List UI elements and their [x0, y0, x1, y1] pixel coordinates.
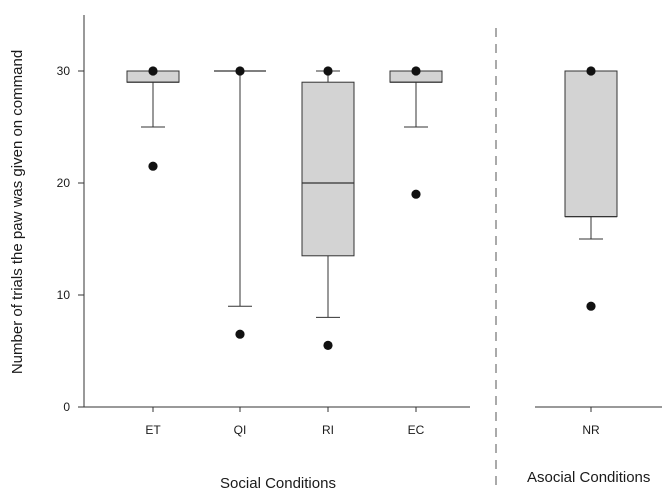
outlier-point — [235, 329, 245, 339]
box-group-qi — [214, 66, 266, 339]
group-label-asocial: Asocial Conditions — [527, 469, 650, 486]
axes: 0 10 20 30 ET QI RI EC NR — [57, 15, 662, 488]
y-tick-label: 30 — [57, 64, 71, 78]
outlier-point — [323, 340, 333, 350]
box-iqr — [301, 81, 355, 257]
outlier-point — [235, 66, 245, 76]
x-tick-label: ET — [145, 423, 161, 437]
y-tick-label: 10 — [57, 288, 71, 302]
box-iqr — [564, 70, 618, 218]
outlier-point — [586, 301, 596, 311]
x-tick-label: QI — [234, 423, 247, 437]
box-group-nr — [564, 66, 618, 311]
outlier-point — [148, 66, 158, 76]
outlier-point — [411, 189, 421, 199]
group-label-social: Social Conditions — [220, 475, 336, 492]
outlier-point — [586, 66, 596, 76]
x-tick-label: RI — [322, 423, 334, 437]
x-tick-label: EC — [408, 423, 425, 437]
outlier-point — [323, 66, 333, 76]
outlier-point — [411, 66, 421, 76]
box-group-et — [126, 66, 180, 171]
y-axis-label: Number of trials the paw was given on co… — [9, 50, 26, 374]
box-group-ec — [389, 66, 443, 199]
box-group-ri — [301, 66, 355, 350]
box-marks — [126, 66, 618, 350]
x-tick-label: NR — [582, 423, 600, 437]
y-tick-label: 20 — [57, 176, 71, 190]
outlier-point — [148, 161, 158, 171]
y-tick-label: 0 — [63, 400, 70, 414]
